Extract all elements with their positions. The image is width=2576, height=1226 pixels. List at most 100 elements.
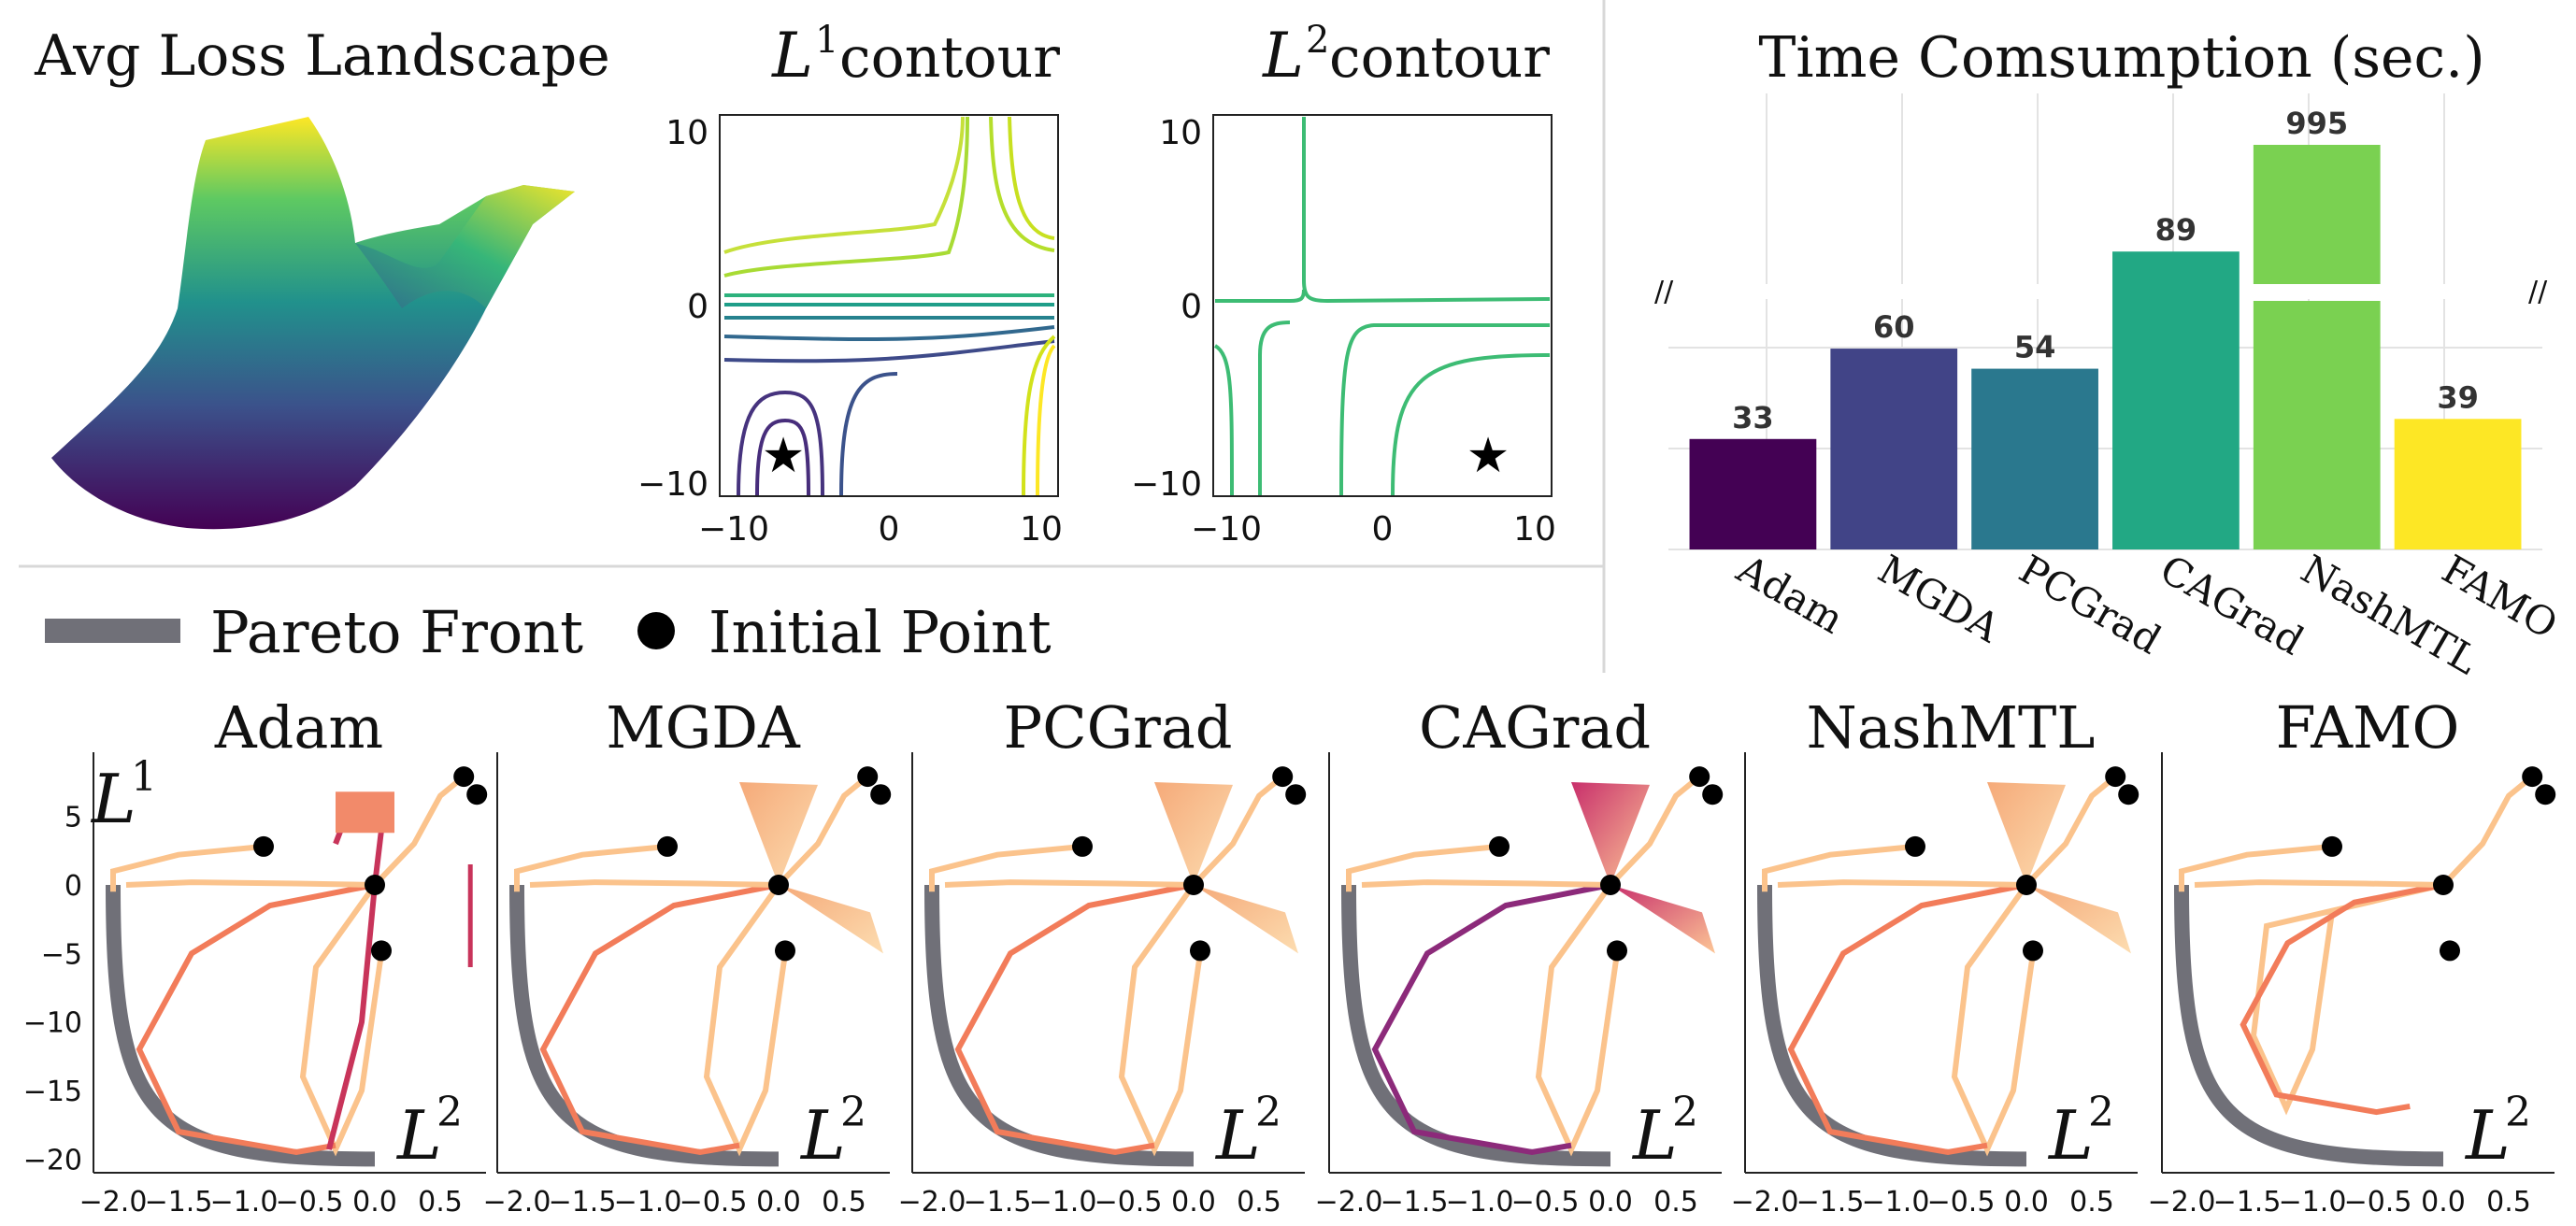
x-tick-label: −0.5 [1511, 1186, 1580, 1219]
xlabel-letter: L [1214, 1096, 1261, 1175]
x-tick-label: −0.5 [680, 1186, 748, 1219]
bar-category-label: CAGrad [2153, 546, 2311, 663]
trajectory-line [929, 843, 1083, 892]
y-tick-label: −5 [41, 938, 82, 971]
bar-category-label: Adam [1729, 546, 1852, 643]
x-tick-label: −10 [1191, 510, 1262, 549]
x-tick-label: −2.0 [1731, 1186, 1799, 1219]
x-tick-label: 0.5 [1653, 1186, 1698, 1219]
y-tick-label: −10 [637, 465, 708, 504]
oscillation-region [739, 782, 818, 885]
initial-point-marker [2535, 784, 2556, 805]
xlabel-sup: 2 [1255, 1089, 1281, 1136]
trajectory-line [299, 883, 384, 1157]
oscillation-region [1154, 782, 1233, 885]
oscillation-region [1571, 782, 1650, 885]
x-tick-label: 0.5 [1237, 1186, 1281, 1219]
initial-point-marker [1600, 875, 1621, 895]
trajectory-line [2179, 843, 2333, 892]
bar-category-label: MGDA [1870, 546, 2008, 651]
bar-mark-famo [2394, 419, 2522, 549]
trajectory-line [954, 882, 1195, 1156]
initial-point-marker [1272, 766, 1294, 788]
bar-marks [1689, 145, 2522, 549]
legend-initial-marker [637, 612, 675, 649]
initial-point-marker [365, 875, 385, 895]
oscillation-region [1610, 885, 1715, 954]
initial-point-marker [1190, 940, 1210, 962]
x-tick-label: −0.5 [1095, 1186, 1163, 1219]
trajectory-line [1762, 843, 1916, 892]
xlabel-letter: L [1631, 1096, 1678, 1175]
trajectory-line [372, 774, 466, 888]
x-tick-label: −1.5 [2213, 1186, 2282, 1219]
trajectory-line [529, 879, 780, 888]
legend-pareto-label: Pareto Front [210, 598, 583, 666]
axis-break-left: // [1654, 276, 1674, 308]
x-tick-label: −1.0 [1446, 1186, 1514, 1219]
trajectory-line [1361, 879, 1611, 888]
trajectory-line [944, 879, 1195, 888]
bar-value-label: 60 [1873, 309, 1915, 345]
xlabel-sup: 2 [2088, 1089, 2114, 1136]
l2-title-word: contour [1329, 25, 1550, 91]
y-tick-label: 10 [665, 114, 708, 152]
trajectory-line [110, 843, 265, 892]
x-tick-label: 10 [1020, 510, 1063, 549]
trajectory-panel-nashmtl: NashMTL −2.0−1.5−1.0−0.5 0.0 0.5 L2 [1731, 693, 2140, 1219]
panel-title: Adam [214, 693, 383, 762]
x-tick-label: −2.0 [1315, 1186, 1383, 1219]
initial-point-marker [2118, 784, 2140, 805]
bar-value-label: 54 [2014, 330, 2056, 365]
initial-point-marker [1702, 784, 1724, 805]
xlabel-sup: 2 [2505, 1089, 2531, 1136]
legend-pareto-swatch [45, 619, 180, 643]
bar-mark-pcgrad [1971, 368, 2098, 549]
initial-point-marker [2105, 766, 2126, 788]
x-tick-label: −1.0 [614, 1186, 682, 1219]
initial-point-marker [1689, 766, 1710, 788]
x-tick-label: −1.5 [145, 1186, 213, 1219]
bar-value-label: 33 [1732, 400, 1774, 435]
l1-star-marker: ★ [762, 428, 806, 484]
initial-point-marker [657, 835, 678, 857]
landscape-ridge [355, 185, 575, 308]
l2-xticks: −10 0 10 [1191, 510, 1556, 549]
trajectory-line [1535, 883, 1620, 1157]
trajectory-line [2240, 882, 2444, 1116]
bar-value-label: 39 [2437, 379, 2479, 415]
x-tick-label: −1.5 [549, 1186, 617, 1219]
trajectory-y-ticks: 5 0 −5 −10 −15 −20 [23, 802, 82, 1177]
x-tick-label: 0.0 [1171, 1186, 1216, 1219]
xlabel-letter: L [395, 1096, 442, 1175]
x-tick-label: −1.0 [1029, 1186, 1097, 1219]
initial-point-marker [857, 766, 879, 788]
x-tick-label: −0.5 [276, 1186, 344, 1219]
trajectory-line [514, 843, 668, 892]
pareto-front [106, 884, 376, 1167]
y-tick-label: −10 [23, 1007, 82, 1040]
x-tick-label: −2.0 [898, 1186, 966, 1219]
l2-yticks: 10 0 −10 [1131, 114, 1202, 504]
xlabel-letter: L [799, 1096, 846, 1175]
bar-mark-adam [1689, 438, 1817, 549]
initial-point-marker [1183, 875, 1204, 895]
l2-contour-plot-area [1212, 114, 1553, 497]
trajectory-line [1608, 774, 1702, 888]
y-tick-label: 5 [64, 802, 82, 834]
ylabel-letter: L [90, 760, 136, 838]
l2-title-letter: L [1262, 20, 1304, 92]
x-tick-label: −10 [698, 510, 769, 549]
y-tick-label: −10 [1131, 465, 1202, 504]
bar-value-labels: 33 60 54 89 995 39 [1732, 106, 2479, 435]
x-tick-label: −1.0 [210, 1186, 279, 1219]
panel-title: FAMO [2276, 693, 2460, 762]
time-chart-panel: Time Comsumption (sec.) 33 60 54 89 995 39 Ad… [1650, 25, 2565, 683]
panel-title: NashMTL [1807, 693, 2096, 762]
l2-contour-panel: L 2 contour ★ 10 0 −10 −10 0 10 [1131, 19, 1556, 549]
x-tick-label: −2.0 [2148, 1186, 2216, 1219]
ylabel-sup: 1 [131, 753, 157, 801]
xlabel-letter: L [2047, 1096, 2094, 1175]
trajectory-line [136, 882, 376, 1156]
x-tick-label: 0.5 [822, 1186, 866, 1219]
